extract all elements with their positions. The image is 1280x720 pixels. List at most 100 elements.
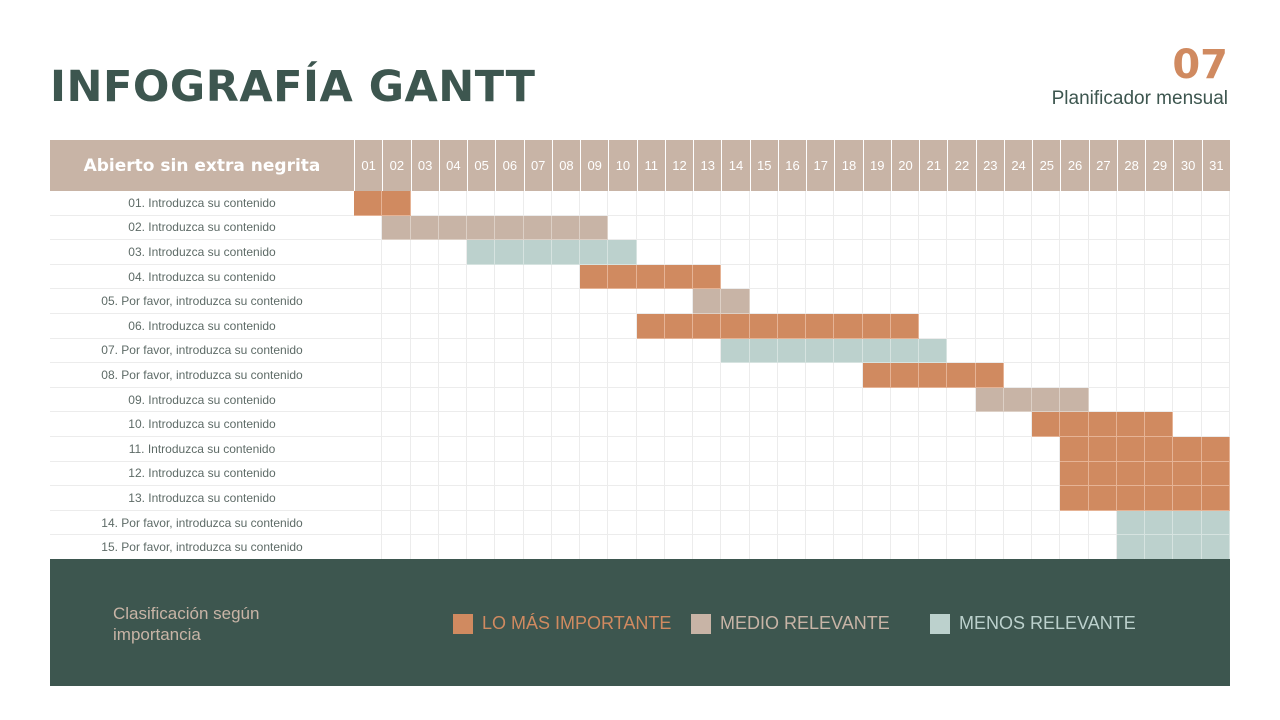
gantt-cell	[919, 510, 948, 536]
gantt-cell	[1173, 338, 1202, 364]
gantt-cell	[975, 264, 1004, 290]
gantt-bar-cell	[551, 240, 581, 265]
gantt-cell	[1003, 215, 1033, 241]
gantt-cell	[890, 412, 920, 437]
gantt-bar-cell	[1201, 461, 1230, 487]
gantt-cell	[1116, 240, 1146, 265]
gantt-bar-cell	[1116, 535, 1146, 560]
gantt-cell	[551, 510, 581, 536]
gantt-cell	[862, 486, 891, 511]
gantt-cell	[636, 412, 665, 437]
gantt-cell	[438, 510, 468, 536]
gantt-cell	[919, 314, 948, 339]
day-header-19: 19	[862, 140, 891, 191]
gantt-cell	[580, 486, 609, 511]
gantt-cell	[636, 338, 665, 364]
gantt-cell	[890, 535, 920, 560]
gantt-cell	[1116, 338, 1146, 364]
gantt-cell	[749, 215, 778, 241]
gantt-cell	[693, 363, 722, 388]
gantt-cell	[947, 215, 976, 241]
gantt-cell	[1173, 191, 1202, 216]
gantt-cell	[410, 240, 439, 265]
gantt-cell	[495, 461, 524, 487]
legend-item-medium: MEDIO RELEVANTE	[691, 613, 890, 634]
day-header-25: 25	[1032, 140, 1061, 191]
gantt-bar-cell	[1060, 412, 1089, 437]
gantt-cell	[749, 387, 778, 413]
gantt-cell	[806, 289, 835, 314]
gantt-cell	[693, 437, 722, 462]
day-header-21: 21	[919, 140, 948, 191]
gantt-cell	[354, 486, 383, 511]
gantt-cell	[467, 191, 496, 216]
gantt-cell	[410, 191, 439, 216]
gantt-cell	[1032, 338, 1061, 364]
gantt-cell	[1003, 486, 1033, 511]
gantt-cell	[410, 363, 439, 388]
gantt-cell	[834, 240, 863, 265]
gantt-cell	[1145, 314, 1174, 339]
gantt-cell	[1060, 314, 1089, 339]
day-header-13: 13	[693, 140, 722, 191]
gantt-cell	[467, 535, 496, 560]
gantt-cell	[1088, 535, 1117, 560]
gantt-cell	[1060, 240, 1089, 265]
gantt-cell	[354, 264, 383, 290]
gantt-cell	[1201, 191, 1230, 216]
gantt-cell	[1032, 363, 1061, 388]
gantt-cell	[410, 535, 439, 560]
gantt-cell	[1173, 387, 1202, 413]
gantt-cell	[862, 240, 891, 265]
gantt-cell	[580, 387, 609, 413]
gantt-cell	[749, 191, 778, 216]
gantt-cell	[721, 240, 750, 265]
gantt-cell	[919, 264, 948, 290]
gantt-cell	[438, 486, 468, 511]
gantt-cell	[749, 461, 778, 487]
gantt-cell	[1032, 191, 1061, 216]
gantt-bar-cell	[721, 338, 750, 364]
day-header-16: 16	[777, 140, 807, 191]
gantt-cell	[1201, 264, 1230, 290]
gantt-cell	[947, 191, 976, 216]
gantt-cell	[636, 535, 665, 560]
gantt-cell	[608, 191, 637, 216]
gantt-bar-cell	[1201, 486, 1230, 511]
gantt-cell	[580, 338, 609, 364]
gantt-cell	[806, 412, 835, 437]
gantt-bar-cell	[862, 338, 891, 364]
gantt-cell	[354, 387, 383, 413]
gantt-cell	[890, 461, 920, 487]
day-header-14: 14	[721, 140, 750, 191]
gantt-cell	[975, 461, 1004, 487]
gantt-cell	[523, 387, 552, 413]
gantt-bar-cell	[523, 215, 552, 241]
day-header-31: 31	[1201, 140, 1230, 191]
gantt-cell	[523, 535, 552, 560]
gantt-cell	[467, 264, 496, 290]
day-header-09: 09	[580, 140, 609, 191]
gantt-cell	[580, 412, 609, 437]
gantt-cell	[890, 437, 920, 462]
gantt-bar-cell	[890, 314, 920, 339]
gantt-bar-cell	[721, 289, 750, 314]
gantt-cell	[523, 461, 552, 487]
gantt-cell	[693, 215, 722, 241]
gantt-bar-cell	[693, 314, 722, 339]
day-header-29: 29	[1145, 140, 1174, 191]
task-label: 05. Por favor, introduzca su contenido	[50, 289, 354, 314]
gantt-bar-cell	[975, 363, 1004, 388]
gantt-cell	[975, 412, 1004, 437]
gantt-cell	[636, 289, 665, 314]
gantt-bar-cell	[777, 314, 807, 339]
gantt-bar-cell	[1173, 510, 1202, 536]
gantt-cell	[721, 535, 750, 560]
gantt-cell	[947, 437, 976, 462]
gantt-cell	[1173, 363, 1202, 388]
page-subtitle: Planificador mensual	[1051, 88, 1228, 109]
gantt-cell	[947, 535, 976, 560]
gantt-cell	[438, 412, 468, 437]
gantt-bar-cell	[608, 264, 637, 290]
gantt-bar-cell	[1201, 510, 1230, 536]
